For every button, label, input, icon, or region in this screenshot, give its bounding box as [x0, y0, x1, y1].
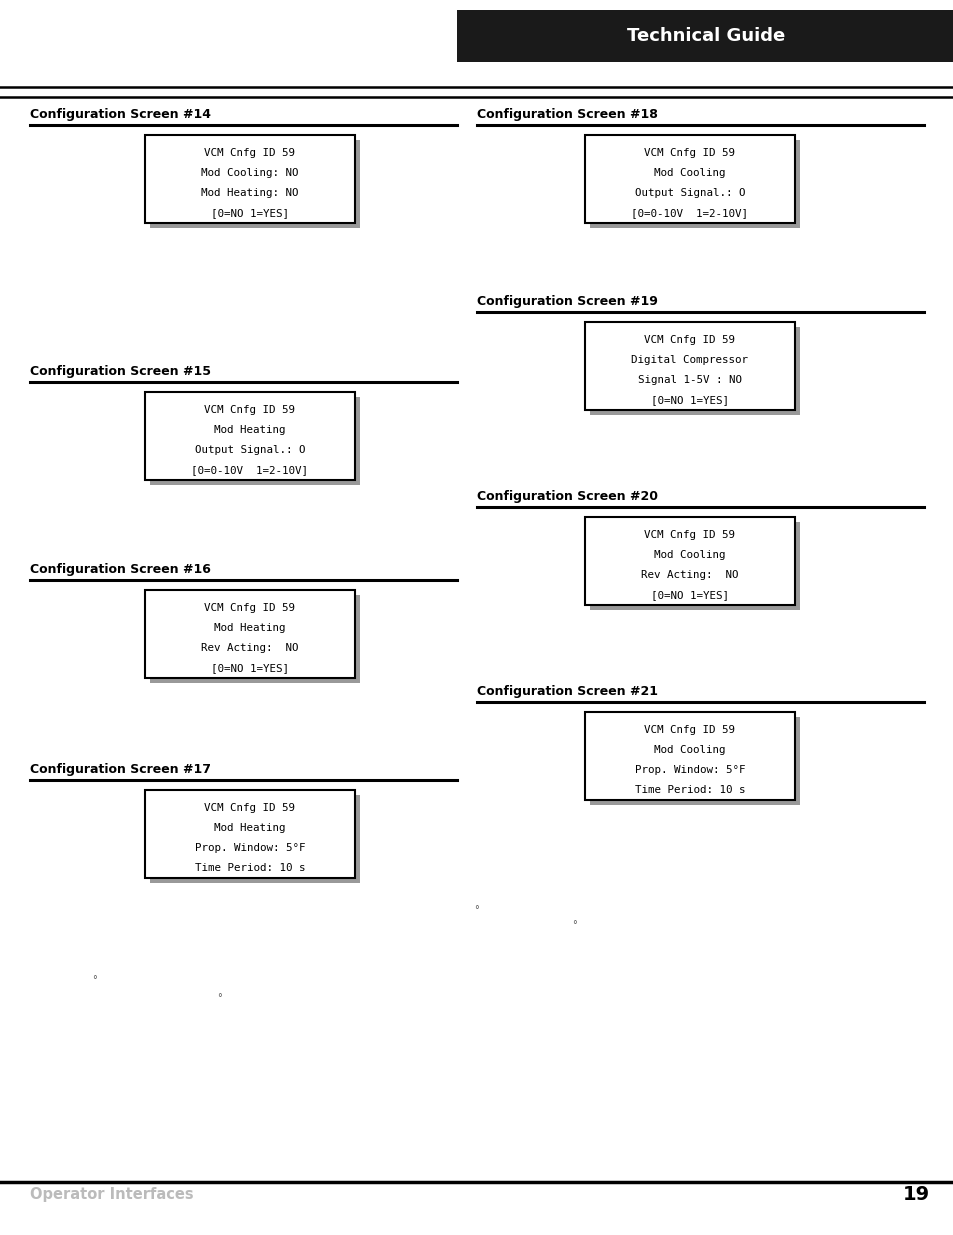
Text: VCM Cnfg ID 59: VCM Cnfg ID 59 [204, 603, 295, 613]
Text: Time Period: 10 s: Time Period: 10 s [194, 863, 305, 873]
Bar [150, 795, 359, 883]
Text: Configuration Screen #21: Configuration Screen #21 [476, 685, 658, 698]
Text: Configuration Screen #16: Configuration Screen #16 [30, 563, 211, 576]
Bar [456, 10, 953, 62]
Text: VCM Cnfg ID 59: VCM Cnfg ID 59 [644, 335, 735, 345]
Text: VCM Cnfg ID 59: VCM Cnfg ID 59 [204, 803, 295, 813]
Text: [0=NO 1=YES]: [0=NO 1=YES] [650, 395, 728, 405]
Text: Operator Interfaces: Operator Interfaces [30, 1188, 193, 1203]
Text: Digital Compressor: Digital Compressor [631, 354, 748, 366]
Bar [589, 327, 800, 415]
Text: °: ° [92, 974, 97, 986]
Bar [150, 595, 359, 683]
Bar [584, 135, 794, 224]
Bar [584, 322, 794, 410]
Text: Configuration Screen #17: Configuration Screen #17 [30, 763, 211, 776]
Bar [589, 522, 800, 610]
Text: [0=NO 1=YES]: [0=NO 1=YES] [211, 663, 289, 673]
Text: Mod Cooling: Mod Cooling [654, 168, 725, 178]
Text: Mod Cooling: Mod Cooling [654, 550, 725, 559]
Bar [145, 790, 355, 878]
Text: °: ° [572, 920, 577, 930]
Text: Rev Acting:  NO: Rev Acting: NO [640, 571, 738, 580]
Text: Prop. Window: 5°F: Prop. Window: 5°F [634, 764, 744, 776]
Text: Time Period: 10 s: Time Period: 10 s [634, 785, 744, 795]
Text: Mod Heating: Mod Heating [214, 823, 286, 832]
Text: VCM Cnfg ID 59: VCM Cnfg ID 59 [644, 148, 735, 158]
Text: Configuration Screen #15: Configuration Screen #15 [30, 366, 211, 378]
Text: Mod Heating: Mod Heating [214, 622, 286, 634]
Text: Configuration Screen #19: Configuration Screen #19 [476, 295, 658, 308]
Text: VCM Cnfg ID 59: VCM Cnfg ID 59 [644, 725, 735, 735]
Text: Mod Cooling: NO: Mod Cooling: NO [201, 168, 298, 178]
Text: Mod Heating: Mod Heating [214, 425, 286, 435]
Text: [0=0-10V  1=2-10V]: [0=0-10V 1=2-10V] [192, 466, 308, 475]
Text: Mod Heating: NO: Mod Heating: NO [201, 188, 298, 198]
Text: Technical Guide: Technical Guide [626, 27, 784, 44]
Text: Configuration Screen #20: Configuration Screen #20 [476, 490, 658, 503]
Text: VCM Cnfg ID 59: VCM Cnfg ID 59 [644, 530, 735, 540]
Bar [589, 140, 800, 228]
Bar [145, 590, 355, 678]
Text: Output Signal.: O: Output Signal.: O [194, 445, 305, 454]
Text: °: ° [475, 905, 478, 915]
Bar [145, 391, 355, 480]
Text: Output Signal.: O: Output Signal.: O [634, 188, 744, 198]
Text: Rev Acting:  NO: Rev Acting: NO [201, 643, 298, 653]
Text: 19: 19 [902, 1186, 929, 1204]
Text: Prop. Window: 5°F: Prop. Window: 5°F [194, 844, 305, 853]
Text: Configuration Screen #18: Configuration Screen #18 [476, 107, 658, 121]
Text: Configuration Screen #14: Configuration Screen #14 [30, 107, 211, 121]
Text: Signal 1-5V : NO: Signal 1-5V : NO [638, 375, 741, 385]
Text: VCM Cnfg ID 59: VCM Cnfg ID 59 [204, 148, 295, 158]
Text: VCM Cnfg ID 59: VCM Cnfg ID 59 [204, 405, 295, 415]
Text: °: ° [217, 993, 222, 1003]
Text: [0=NO 1=YES]: [0=NO 1=YES] [650, 590, 728, 600]
Text: Mod Cooling: Mod Cooling [654, 745, 725, 755]
Bar [145, 135, 355, 224]
Bar [584, 713, 794, 800]
Bar [584, 517, 794, 605]
Text: [0=NO 1=YES]: [0=NO 1=YES] [211, 207, 289, 219]
Bar [150, 140, 359, 228]
Text: [0=0-10V  1=2-10V]: [0=0-10V 1=2-10V] [631, 207, 748, 219]
Bar [150, 396, 359, 485]
Bar [589, 718, 800, 805]
